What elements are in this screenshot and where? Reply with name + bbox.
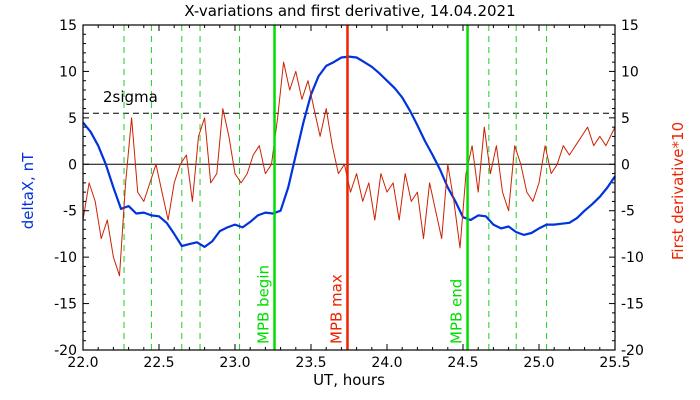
x-tick-label: 22.5 [143, 355, 174, 371]
y-tick-label-left: -5 [63, 204, 77, 220]
x-tick-label: 24.0 [371, 355, 402, 371]
y-tick-label-left: -20 [54, 343, 77, 359]
y-axis-label-left: deltaX, nT [19, 152, 37, 229]
x-tick-label: 22.0 [67, 355, 98, 371]
x-tick-label: 23.0 [219, 355, 250, 371]
x-tick-label: 23.5 [295, 355, 326, 371]
marker-layer: MPB begin MPB max MPB end [255, 25, 469, 350]
series-layer [82, 55, 616, 277]
mpb-label: MPB end [448, 279, 466, 344]
y-tick-label-right: 5 [621, 111, 630, 127]
mpb-label: MPB max [327, 274, 345, 344]
x-axis-label: UT, hours [313, 371, 385, 389]
y-tick-label-left: 0 [68, 157, 77, 173]
chart-title: X-variations and first derivative, 14.04… [184, 2, 515, 20]
derivative-line [82, 61, 616, 277]
y-tick-label-right: 10 [621, 64, 639, 80]
y-tick-label-right: 15 [621, 18, 639, 34]
y-tick-label-right: -20 [621, 343, 644, 359]
y-tick-label-left: 10 [59, 64, 77, 80]
sigma-label: 2sigma [103, 88, 158, 106]
y-axis-label-right: First derivative*10 [669, 122, 687, 260]
plot-frame [82, 24, 616, 351]
y-tick-label-left: 5 [68, 111, 77, 127]
y-tick-label-right: 0 [621, 157, 630, 173]
x-tick-label: 25.5 [599, 355, 630, 371]
y-tick-label-left: 15 [59, 18, 77, 34]
axis-layer: 22.0 22.5 23.0 23.5 24.0 24.5 25.0 25.5-20 -20-1… [54, 18, 644, 371]
y-tick-label-right: -5 [621, 204, 635, 220]
grid-layer [83, 25, 615, 350]
y-tick-label-left: -10 [54, 250, 77, 266]
y-tick-label-right: -10 [621, 250, 644, 266]
y-tick-label-right: -15 [621, 297, 644, 313]
y-tick-label-left: -15 [54, 297, 77, 313]
x-tick-label: 24.5 [447, 355, 478, 371]
deltax-line [82, 55, 616, 248]
x-tick-label: 25.0 [523, 355, 554, 371]
mpb-label: MPB begin [255, 265, 273, 344]
